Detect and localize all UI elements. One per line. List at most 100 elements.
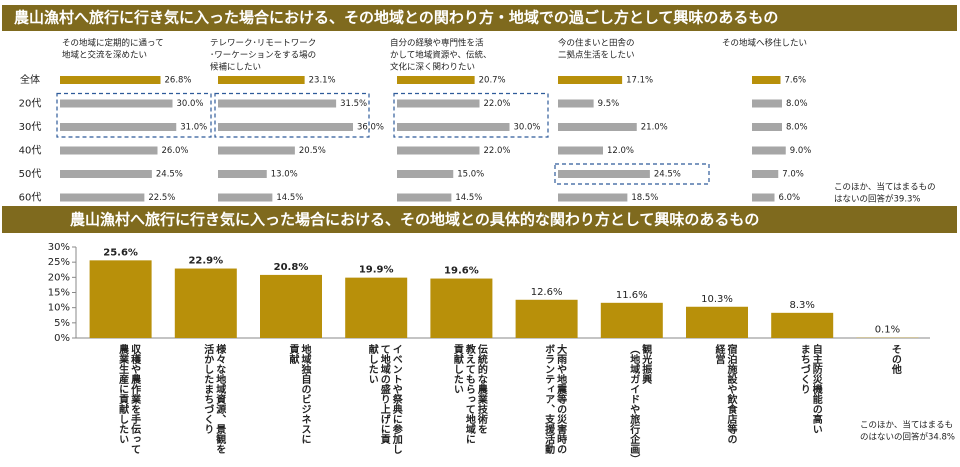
header-bar	[2, 206, 957, 233]
bar	[515, 299, 578, 338]
bar	[686, 306, 748, 338]
x-tick-label: 活かしたまちづくり	[202, 343, 214, 434]
value-label: 7.0%	[782, 170, 804, 180]
header-title: 農山漁村へ旅行に行き気に入った場合における、その地域との関わり方・地域での過ごし…	[14, 9, 778, 27]
bar	[60, 193, 145, 202]
value-label: 19.9%	[359, 265, 394, 276]
y-tick-label: 25%	[48, 257, 70, 268]
y-tick-label: 30%	[48, 242, 70, 253]
value-label: 20.5%	[299, 146, 326, 156]
highlight-box	[56, 92, 212, 138]
category-label: 30代	[19, 121, 42, 133]
value-label: 12.0%	[607, 146, 634, 156]
value-label: 12.6%	[531, 287, 563, 298]
x-tick-label: 教えてもらって地域に	[463, 343, 476, 444]
bar	[60, 123, 177, 131]
bar	[174, 268, 237, 338]
x-tick-label: 貢献したい	[451, 344, 463, 394]
value-label: 24.5%	[156, 170, 183, 180]
value-label: 13.0%	[271, 170, 298, 180]
bar	[60, 146, 158, 155]
x-tick-label: 大雨や地震等の災害時の	[555, 343, 568, 454]
panel-title: 今の住まいと田舎の	[558, 38, 635, 49]
bar	[60, 76, 161, 84]
bar	[558, 146, 603, 155]
x-tick-label: まちづくり	[798, 344, 810, 394]
panel-title: 二拠点生活をしたい	[558, 50, 635, 61]
y-tick-label: 10%	[48, 303, 70, 314]
bar	[771, 312, 834, 338]
x-tick-label: 伝統的な農業技術を	[475, 343, 488, 434]
highlight-box	[393, 92, 549, 138]
bar	[558, 76, 623, 84]
value-label: 22.0%	[484, 146, 511, 156]
x-tick-label: 農業生産に貢献したい	[117, 343, 130, 444]
value-label: 36.0%	[357, 123, 384, 133]
value-label: 6.0%	[779, 193, 801, 203]
bar	[89, 260, 152, 338]
value-label: 8.0%	[786, 123, 808, 133]
bar	[345, 277, 408, 338]
bar	[397, 170, 454, 178]
value-label: 14.5%	[276, 193, 303, 203]
x-tick-label: 様々な地域資源、景観を	[214, 343, 226, 454]
note: はないの回答が39.3%	[834, 194, 921, 205]
header-title: 農山漁村へ旅行に行き気に入った場合における、その地域との具体的な関わり方として興…	[70, 211, 759, 229]
bar	[558, 99, 594, 108]
x-tick-label: 地域独自のビジネスに	[299, 343, 311, 444]
value-label: 9.0%	[790, 146, 812, 156]
x-tick-label: 経営	[713, 343, 725, 365]
panel-title: 文化に深く関わりたい	[390, 62, 475, 73]
bar	[60, 170, 152, 178]
panel-title: その地域へ移住したい	[722, 38, 807, 49]
value-label: 20.8%	[274, 262, 309, 273]
bar	[558, 193, 628, 202]
value-label: 0.1%	[875, 325, 900, 336]
x-tick-label: 貢献	[287, 344, 299, 365]
value-label: 26.0%	[162, 146, 189, 156]
value-label: 31.0%	[180, 123, 207, 133]
value-label: 24.5%	[654, 170, 681, 180]
value-label: 21.0%	[641, 123, 668, 133]
value-label: 8.3%	[789, 300, 814, 311]
bar	[752, 99, 782, 108]
value-label: 30.0%	[514, 123, 541, 133]
value-label: 22.9%	[188, 256, 223, 267]
y-tick-label: 15%	[48, 288, 70, 299]
bar	[430, 278, 493, 338]
x-tick-label: その他	[889, 344, 902, 375]
x-tick-label: （地域ガイドや旅行企画）	[628, 344, 641, 464]
bar	[260, 274, 322, 338]
x-tick-label: 宿泊施設や飲食店等の	[725, 343, 738, 444]
bar	[397, 193, 452, 202]
bar	[752, 193, 775, 202]
panel-title: テレワーク･リモートワーク	[210, 39, 316, 49]
panel-title: かして地域資源や、伝統、	[390, 50, 492, 61]
note: のはないの回答が34.8%	[860, 432, 955, 443]
value-label: 26.8%	[165, 76, 192, 86]
value-label: 18.5%	[631, 193, 658, 203]
bar	[397, 76, 475, 84]
panel-title: 地域と交流を深めたい	[62, 50, 147, 61]
x-tick-label: 観光振興	[640, 343, 653, 385]
bar	[558, 123, 637, 131]
x-tick-label: イベントや祭典に参加し	[390, 344, 403, 455]
value-label: 15.0%	[457, 170, 484, 180]
value-label: 17.1%	[626, 76, 653, 86]
value-label: 10.3%	[701, 294, 733, 305]
value-label: 14.5%	[455, 193, 482, 203]
bar	[218, 123, 353, 131]
panel-title: 候補にしたい	[210, 62, 261, 73]
panel-title: 自分の経験や専門性を活	[390, 38, 484, 49]
bar	[600, 302, 663, 338]
bar	[397, 99, 480, 108]
value-label: 23.1%	[309, 76, 336, 86]
bar	[218, 76, 305, 84]
category-label: 50代	[19, 168, 42, 180]
y-tick-label: 5%	[54, 318, 70, 329]
category-label: 60代	[19, 192, 42, 204]
value-label: 19.6%	[444, 266, 479, 277]
value-label: 25.6%	[103, 247, 138, 258]
value-label: 31.5%	[340, 99, 367, 109]
